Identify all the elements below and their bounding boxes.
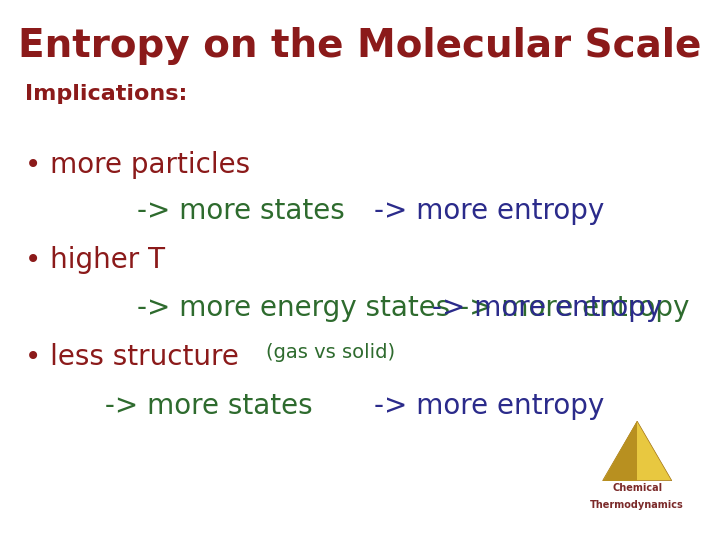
Text: Thermodynamics: Thermodynamics bbox=[590, 500, 684, 510]
Text: -> more entropy: -> more entropy bbox=[374, 392, 605, 420]
Polygon shape bbox=[603, 421, 672, 481]
Text: Implications:: Implications: bbox=[25, 84, 188, 104]
Text: Chemical: Chemical bbox=[612, 483, 662, 494]
Text: -> more energy states -> more entropy: -> more energy states -> more entropy bbox=[137, 294, 689, 322]
Text: • higher T: • higher T bbox=[25, 246, 165, 274]
Text: -> more entropy: -> more entropy bbox=[374, 197, 605, 225]
Text: -> more states: -> more states bbox=[137, 197, 345, 225]
Text: Entropy on the Molecular Scale: Entropy on the Molecular Scale bbox=[18, 27, 702, 65]
Polygon shape bbox=[603, 421, 637, 481]
Text: -> more states: -> more states bbox=[25, 392, 312, 420]
Text: -> more entropy: -> more entropy bbox=[432, 294, 662, 322]
Text: • less structure: • less structure bbox=[25, 343, 239, 371]
Text: • more particles: • more particles bbox=[25, 151, 251, 179]
Text: (gas vs solid): (gas vs solid) bbox=[266, 343, 395, 362]
